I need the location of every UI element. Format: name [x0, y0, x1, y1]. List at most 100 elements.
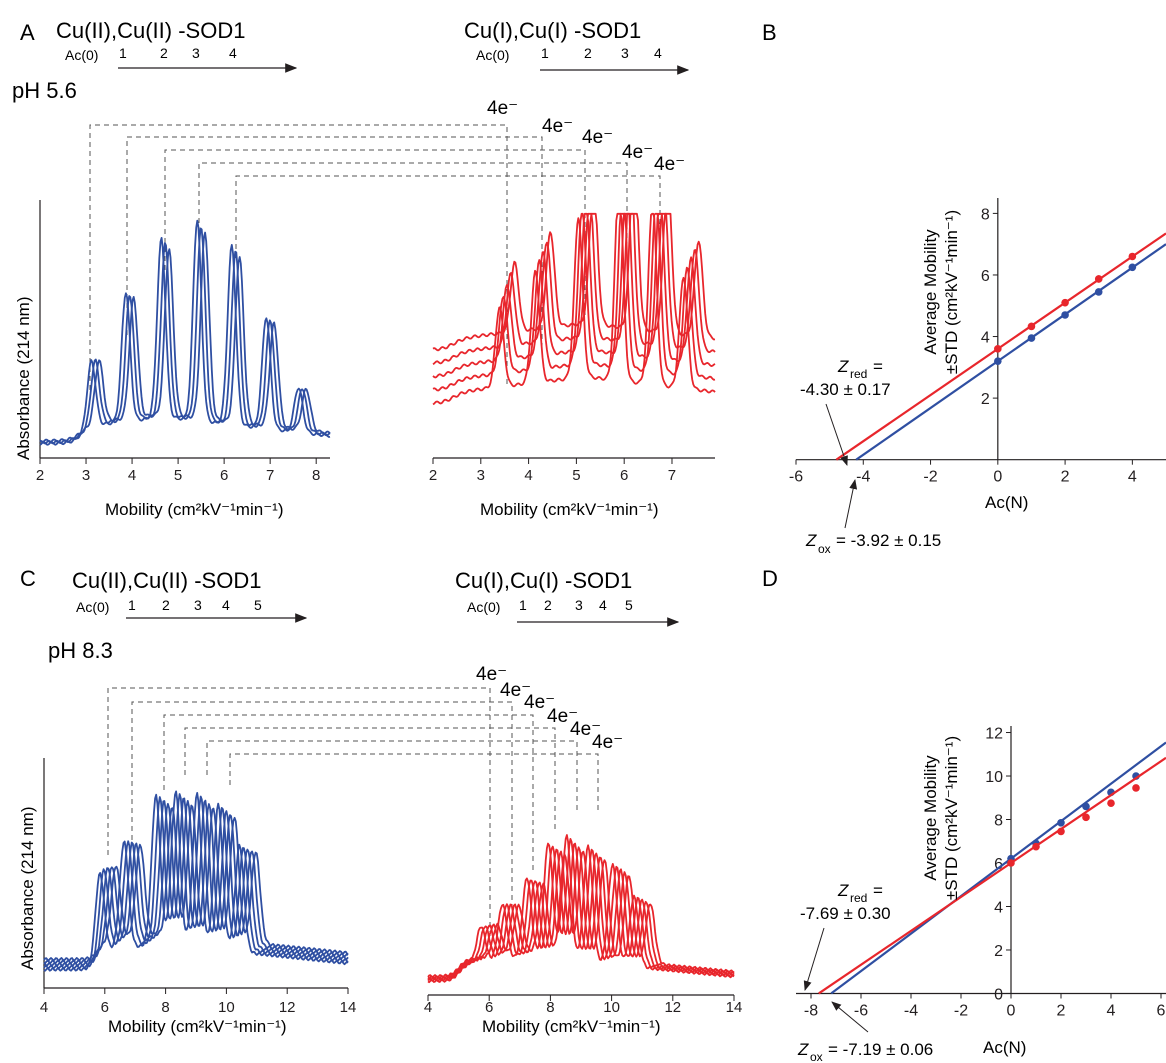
fit-line: [835, 232, 1166, 461]
panel-c-ph-label: pH 8.3: [48, 638, 113, 663]
ac-label: Ac(0): [76, 599, 109, 615]
y-tick-label: 2: [981, 391, 990, 408]
ac-label: 1: [119, 45, 127, 61]
z-red-value: -4.30 ± 0.17: [800, 380, 891, 399]
y-tick-label: 8: [994, 813, 1003, 830]
trace-line: [427, 850, 735, 979]
fit-line: [830, 741, 1166, 995]
guide-line: [163, 714, 534, 870]
x-tick-label: 6: [220, 467, 228, 484]
electron-label: 4e⁻: [542, 116, 573, 137]
x-tick-label: 4: [40, 999, 48, 1016]
data-point: [994, 357, 1002, 365]
trace-line: [39, 219, 331, 446]
x-tick-label: -2: [954, 1002, 968, 1019]
guide-line: [206, 740, 578, 810]
ac-label: 3: [575, 597, 583, 613]
y-tick-label: 4: [981, 330, 990, 347]
x-tick-label: 5: [572, 467, 580, 484]
panel-a-left-ac-labels: Ac(0) 1 2 3 4: [65, 45, 237, 63]
panel-b-z-ox-annotation: Z ox = -3.92 ± 0.15: [805, 531, 941, 556]
ac-label: 5: [625, 597, 633, 613]
ac-label: 1: [541, 45, 549, 61]
data-point: [1107, 799, 1115, 807]
trace-line: [427, 838, 735, 982]
trace-line: [432, 212, 716, 392]
x-tick-label: 0: [1007, 1002, 1016, 1019]
panel-d-ylabel-line1: Average Mobility: [921, 755, 940, 881]
guide-line: [198, 162, 628, 250]
trace-line: [39, 227, 331, 445]
z-ox-value: = -7.19 ± 0.06: [828, 1040, 933, 1059]
panel-a-right-xlabel: Mobility (cm²kV⁻¹min⁻¹): [480, 500, 659, 519]
x-tick-label: 10: [603, 999, 620, 1016]
ac-label: 2: [160, 45, 168, 61]
x-tick-label: 8: [312, 467, 320, 484]
panel-d-z-red-annotation: Z red = -7.69 ± 0.30: [800, 881, 891, 923]
x-tick-label: 14: [340, 999, 357, 1016]
guide-line: [131, 701, 513, 905]
x-tick-label: 3: [477, 467, 485, 484]
data-point: [1082, 813, 1090, 822]
panel-a-electron-labels: 4e⁻ 4e⁻ 4e⁻ 4e⁻ 4e⁻: [487, 98, 685, 175]
trace-line: [43, 804, 349, 962]
panel-c-right-ac-labels: Ac(0) 1 2 3 4 5: [467, 597, 633, 615]
x-tick-label: 2: [429, 467, 437, 484]
electron-label: 4e⁻: [622, 142, 653, 163]
electron-label: 4e⁻: [582, 127, 613, 148]
z-ox-symbol: Z: [797, 1040, 809, 1059]
panel-letter-c: C: [20, 566, 36, 591]
panel-c-right-electropherogram: 4 6 8 10 12 14: [424, 834, 742, 1016]
ac-label: 4: [654, 45, 662, 61]
x-tick-label: 4: [128, 467, 136, 484]
y-tick-label: 6: [981, 268, 990, 285]
panel-a-ylabel: Absorbance (214 nm): [14, 297, 33, 460]
data-point: [994, 345, 1002, 353]
z-red-sub: red: [850, 367, 867, 381]
x-tick-label: 12: [279, 999, 296, 1016]
panel-b-scatter: -6 -4 -2 0 2 4 2 4 6 8: [789, 198, 1166, 486]
x-tick-label: 5: [174, 467, 182, 484]
trace-line: [427, 834, 735, 984]
x-tick-label: -4: [856, 469, 870, 486]
y-tick-label: 2: [994, 943, 1003, 960]
x-tick-label: 2: [1057, 1002, 1066, 1019]
guide-line: [107, 687, 491, 950]
panel-c-left-xlabel: Mobility (cm²kV⁻¹min⁻¹): [108, 1017, 287, 1036]
x-tick-label: 8: [546, 999, 554, 1016]
z-red-symbol: Z: [837, 881, 849, 900]
data-point: [1128, 252, 1137, 261]
data-point: [1032, 842, 1040, 851]
panel-a-left-electropherogram: 2 3 4 5 6 7 8: [36, 200, 331, 484]
panel-c-left-title: Cu(II),Cu(II) -SOD1: [72, 568, 261, 593]
ac-label: Ac(0): [65, 47, 98, 63]
guide-line: [126, 136, 543, 348]
data-point: [1057, 827, 1065, 836]
ac-label: Ac(0): [476, 47, 509, 63]
y-tick-label: 4: [994, 899, 1003, 916]
electron-label: 4e⁻: [654, 154, 685, 175]
electron-label: 4e⁻: [476, 664, 507, 685]
z-ox-sub: ox: [810, 1050, 823, 1063]
z-red-sub: red: [850, 891, 867, 905]
panel-c-left-electropherogram: 4 6 8 10 12 14: [40, 758, 357, 1016]
z-red-eq: =: [873, 881, 883, 900]
trace-line: [432, 212, 716, 365]
panel-d-ylabel-line2: ±STD (cm²kV⁻¹min⁻¹): [942, 736, 961, 900]
x-tick-label: 2: [36, 467, 44, 484]
panel-b-ylabel-line1: Average Mobility: [921, 229, 940, 355]
panel-b-ylabel-line2: ±STD (cm²kV⁻¹min⁻¹): [942, 210, 961, 374]
panel-a-right-title: Cu(I),Cu(I) -SOD1: [464, 18, 641, 43]
fit-line: [855, 243, 1166, 461]
panel-letter-b: B: [762, 20, 777, 45]
y-tick-label: 0: [994, 986, 1003, 1003]
panel-d-z-ox-arrow: [831, 1001, 869, 1033]
x-tick-label: 12: [664, 999, 681, 1016]
x-tick-label: 8: [161, 999, 169, 1016]
y-tick-label: 8: [981, 206, 990, 223]
guide-line: [89, 124, 508, 390]
ac-label: Ac(0): [467, 599, 500, 615]
ac-label: 4: [222, 597, 230, 613]
ac-label: 2: [584, 45, 592, 61]
electron-label: 4e⁻: [570, 719, 601, 740]
